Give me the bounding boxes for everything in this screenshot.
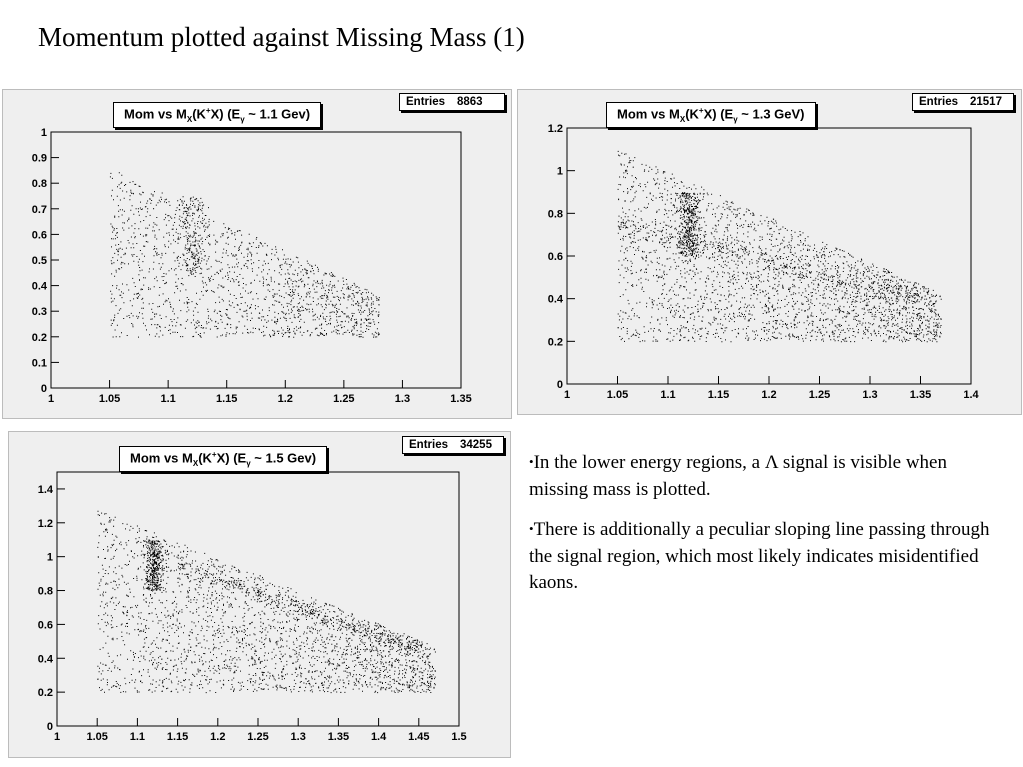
- y-tick-label: 0: [47, 721, 53, 733]
- x-tick-label: 1.3: [862, 389, 877, 401]
- y-tick-label: 0.8: [32, 178, 47, 190]
- scatter-points: [617, 150, 942, 343]
- x-tick-label: 1.35: [328, 731, 349, 743]
- x-tick-label: 1.3: [291, 731, 306, 743]
- y-tick-label: 0.5: [32, 255, 47, 267]
- plot-title-3: Mom vs MX(K+X) (Eγ ~ 1.5 Gev): [119, 446, 328, 472]
- y-tick-label: 1.2: [548, 123, 563, 135]
- bullet-item-1: •In the lower energy regions, a Λ signal…: [529, 452, 947, 500]
- plot-frame: [50, 131, 462, 389]
- scatter-points: [97, 510, 436, 694]
- y-tick-label: 0.2: [38, 687, 53, 699]
- x-tick-label: 1.35: [450, 393, 471, 405]
- y-tick-label: 0.2: [548, 336, 563, 348]
- plot-panel-3: 1 1.05 1.1 1.15 1.2 1.25 1.3 1.35 1.4 1.45 1.5 0 0.2…: [8, 431, 511, 758]
- y-tick-label: 0.3: [32, 306, 47, 318]
- scatter-dots: [97, 510, 436, 694]
- y-tick-label: 0.7: [32, 204, 47, 216]
- y-tick-label: 1.2: [38, 518, 53, 530]
- y-tick-label: 0.6: [548, 251, 563, 263]
- y-tick-label: 1: [557, 166, 563, 178]
- y-tick-label: 1: [47, 552, 53, 564]
- y-tick-label: 1: [41, 127, 47, 139]
- x-tick-label: 1.1: [660, 389, 675, 401]
- y-tick-label: 0.4: [32, 281, 48, 293]
- x-tick-label: 1.3: [395, 393, 410, 405]
- y-tick-label: 0.2: [32, 332, 47, 344]
- scatter-dots: [109, 172, 380, 338]
- x-tick-label: 1.15: [216, 393, 237, 405]
- x-tick-label: 1.2: [278, 393, 293, 405]
- y-tick-label: 0.6: [38, 619, 53, 631]
- plot-title-2: Mom vs MX(K+X) (Eγ ~ 1.3 GeV): [606, 102, 816, 128]
- y-tick-label: 0: [557, 379, 563, 391]
- y-tick-label: 0.6: [32, 229, 47, 241]
- x-tick-label: 1.45: [408, 731, 429, 743]
- y-tick-label: 0.9: [32, 153, 47, 165]
- x-tick-label: 1: [48, 393, 54, 405]
- bullet-glyph: •: [529, 521, 534, 537]
- scatter-plot-2: 1 1.05 1.1 1.15 1.2 1.25 1.3 1.35 1.4 0 0.2 0.4 0.6 0…: [548, 123, 980, 401]
- y-tick-label: 0.1: [32, 357, 47, 369]
- slide-title: Momentum plotted against Missing Mass (1…: [38, 22, 525, 52]
- x-tick-label: 1.4: [371, 731, 387, 743]
- x-tick-label: 1.05: [99, 393, 120, 405]
- scatter-dots: [617, 150, 942, 343]
- y-tick-label: 0.8: [38, 586, 53, 598]
- x-tick-label: 1.05: [86, 731, 107, 743]
- stats-box-1: Entries 8863: [399, 93, 505, 111]
- x-tick-label: 1.15: [708, 389, 729, 401]
- x-tick-label: 1.25: [333, 393, 354, 405]
- x-tick-label: 1.05: [607, 389, 628, 401]
- x-tick-label: 1.4: [963, 389, 979, 401]
- stats-box-3: Entries 34255: [402, 436, 504, 454]
- x-tick-label: 1: [54, 731, 60, 743]
- x-tick-label: 1.2: [210, 731, 225, 743]
- x-tick-label: 1.15: [167, 731, 188, 743]
- stats-box-2: Entries 21517: [912, 93, 1014, 111]
- y-tick-label: 0.4: [38, 653, 54, 665]
- x-tick-label: 1.25: [809, 389, 830, 401]
- x-tick-label: 1.35: [910, 389, 931, 401]
- scatter-points: [109, 172, 380, 338]
- plot-title-1: Mom vs MX(K+X) (Eγ ~ 1.1 Gev): [113, 102, 322, 128]
- plot-panel-2: 1 1.05 1.1 1.15 1.2 1.25 1.3 1.35 1.4 0 0.2 0.4 0.6 0…: [517, 89, 1022, 415]
- bullet-list: •In the lower energy regions, a Λ signal…: [529, 450, 999, 611]
- x-tick-label: 1.5: [451, 731, 466, 743]
- bullet-glyph: •: [529, 454, 534, 469]
- x-tick-label: 1.1: [130, 731, 145, 743]
- y-tick-label: 0: [41, 383, 47, 395]
- x-tick-label: 1.2: [761, 389, 776, 401]
- x-tick-label: 1.25: [247, 731, 268, 743]
- scatter-plot-3: 1 1.05 1.1 1.15 1.2 1.25 1.3 1.35 1.4 1.45 1.5 0 0.2…: [38, 471, 467, 743]
- y-tick-label: 0.8: [548, 208, 563, 220]
- scatter-plot-1: 1 1.05 1.1 1.15 1.2 1.25 1.3 1.35 0 0.1 0.2 0.3 0.4 0…: [32, 127, 472, 405]
- bullet-item-2: •There is additionally a peculiar slopin…: [529, 519, 990, 594]
- y-tick-label: 1.4: [38, 484, 54, 496]
- plot-panel-1: 1 1.05 1.1 1.15 1.2 1.25 1.3 1.35 0 0.1 0.2 0.3 0.4 0…: [2, 89, 512, 419]
- x-tick-label: 1: [564, 389, 570, 401]
- y-tick-label: 0.4: [548, 294, 564, 306]
- x-tick-label: 1.1: [160, 393, 175, 405]
